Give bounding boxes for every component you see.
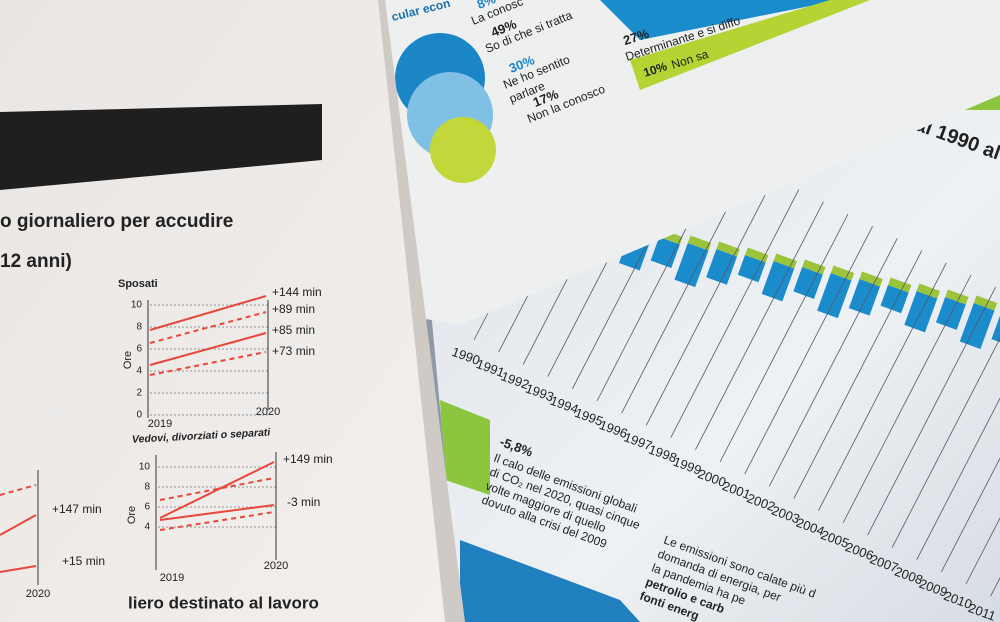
stack-segment: [880, 285, 909, 314]
trend-line: [149, 295, 267, 331]
grid-line: [744, 226, 873, 475]
note-box: [440, 400, 490, 495]
y-tick-label: 8: [136, 322, 142, 333]
middle-paper: [385, 0, 1000, 325]
stack-segment: [991, 309, 1000, 347]
annotation: +147 min: [52, 502, 102, 516]
percent: 8%: [475, 0, 498, 12]
trend-line: [0, 565, 37, 573]
x-tick-label: 2019: [160, 572, 184, 584]
grid-line: [965, 335, 1000, 585]
y-tick-label: 4: [136, 366, 142, 377]
heading: 12 anni): [0, 251, 72, 272]
stack-segment: [687, 235, 712, 251]
y-tick-label: 0: [136, 410, 142, 421]
y-tick-label: 10: [131, 300, 143, 311]
grid-line: [818, 262, 947, 511]
stack-segment: [859, 271, 883, 287]
stack-segment: [916, 283, 941, 299]
blue-bar: [600, 0, 840, 40]
stack-segment: [650, 237, 680, 269]
trend-line: [159, 477, 275, 501]
y-tick-label: 6: [136, 344, 142, 355]
stack-segment: [737, 255, 766, 283]
trend-line: [149, 351, 267, 376]
grid-line: [867, 287, 996, 536]
stack-segment: [848, 278, 881, 316]
chart-title: Sposati: [118, 278, 158, 290]
y-tick-label: 10: [139, 462, 151, 473]
stack-segment: [973, 295, 998, 311]
lime-bar: [630, 0, 870, 90]
grid-line: [916, 311, 1000, 560]
stack-segment: [706, 249, 738, 285]
x-tick-label: 2020: [256, 406, 280, 418]
y-label: Ore: [122, 351, 134, 369]
stack-segment: [959, 302, 995, 350]
stack-segment: [802, 259, 826, 275]
annotation: +89 min: [272, 302, 315, 316]
stack-segment: [830, 265, 855, 281]
trend-line: [159, 504, 275, 521]
y-tick-label: 4: [144, 522, 150, 533]
trend-line: [159, 511, 275, 531]
right-paper: [430, 60, 1000, 622]
blue-block: [460, 540, 640, 622]
y-tick-label: 8: [144, 482, 150, 493]
trend-line: [0, 484, 37, 496]
trend-line: [149, 332, 267, 366]
grid-line: [842, 274, 972, 524]
x-tick-label: 2019: [148, 418, 172, 430]
stack-segment: [888, 277, 912, 293]
x-tick-label: 2020: [26, 588, 50, 600]
annotation: +149 min: [283, 452, 333, 466]
stack-segment: [945, 289, 969, 305]
x-tick-label: 2020: [264, 560, 288, 572]
left-paper: [0, 0, 445, 622]
footer: liero destinato al lavoro: [128, 593, 319, 612]
y-tick-label: 2: [136, 388, 142, 399]
grid-line: [695, 201, 824, 450]
circle-small: [430, 117, 496, 183]
trend-line: [149, 311, 267, 344]
grid-line: [645, 177, 775, 426]
stack-segment: [745, 247, 769, 263]
stack-segment: [674, 243, 709, 288]
trend-line: [0, 514, 37, 536]
heading: o giornaliero per accudire: [0, 211, 233, 232]
y-tick-label: 6: [144, 502, 150, 513]
black-bar: [0, 104, 322, 190]
annotation: +15 min: [62, 554, 105, 568]
grid-line: [891, 299, 1000, 548]
grid-line: [941, 323, 1000, 572]
annotation: +85 min: [272, 323, 315, 337]
stack-segment: [716, 241, 740, 257]
grid-line: [670, 189, 800, 438]
annotation: -3 min: [287, 495, 320, 509]
grid-line: [768, 238, 898, 487]
annotation: +73 min: [272, 344, 315, 358]
stack-segment: [793, 267, 823, 299]
stack-segment: [761, 260, 795, 302]
y-label: Ore: [126, 506, 138, 524]
annotation: +144 min: [272, 285, 322, 299]
grid-line: [793, 250, 923, 499]
grid-line: [719, 213, 849, 463]
